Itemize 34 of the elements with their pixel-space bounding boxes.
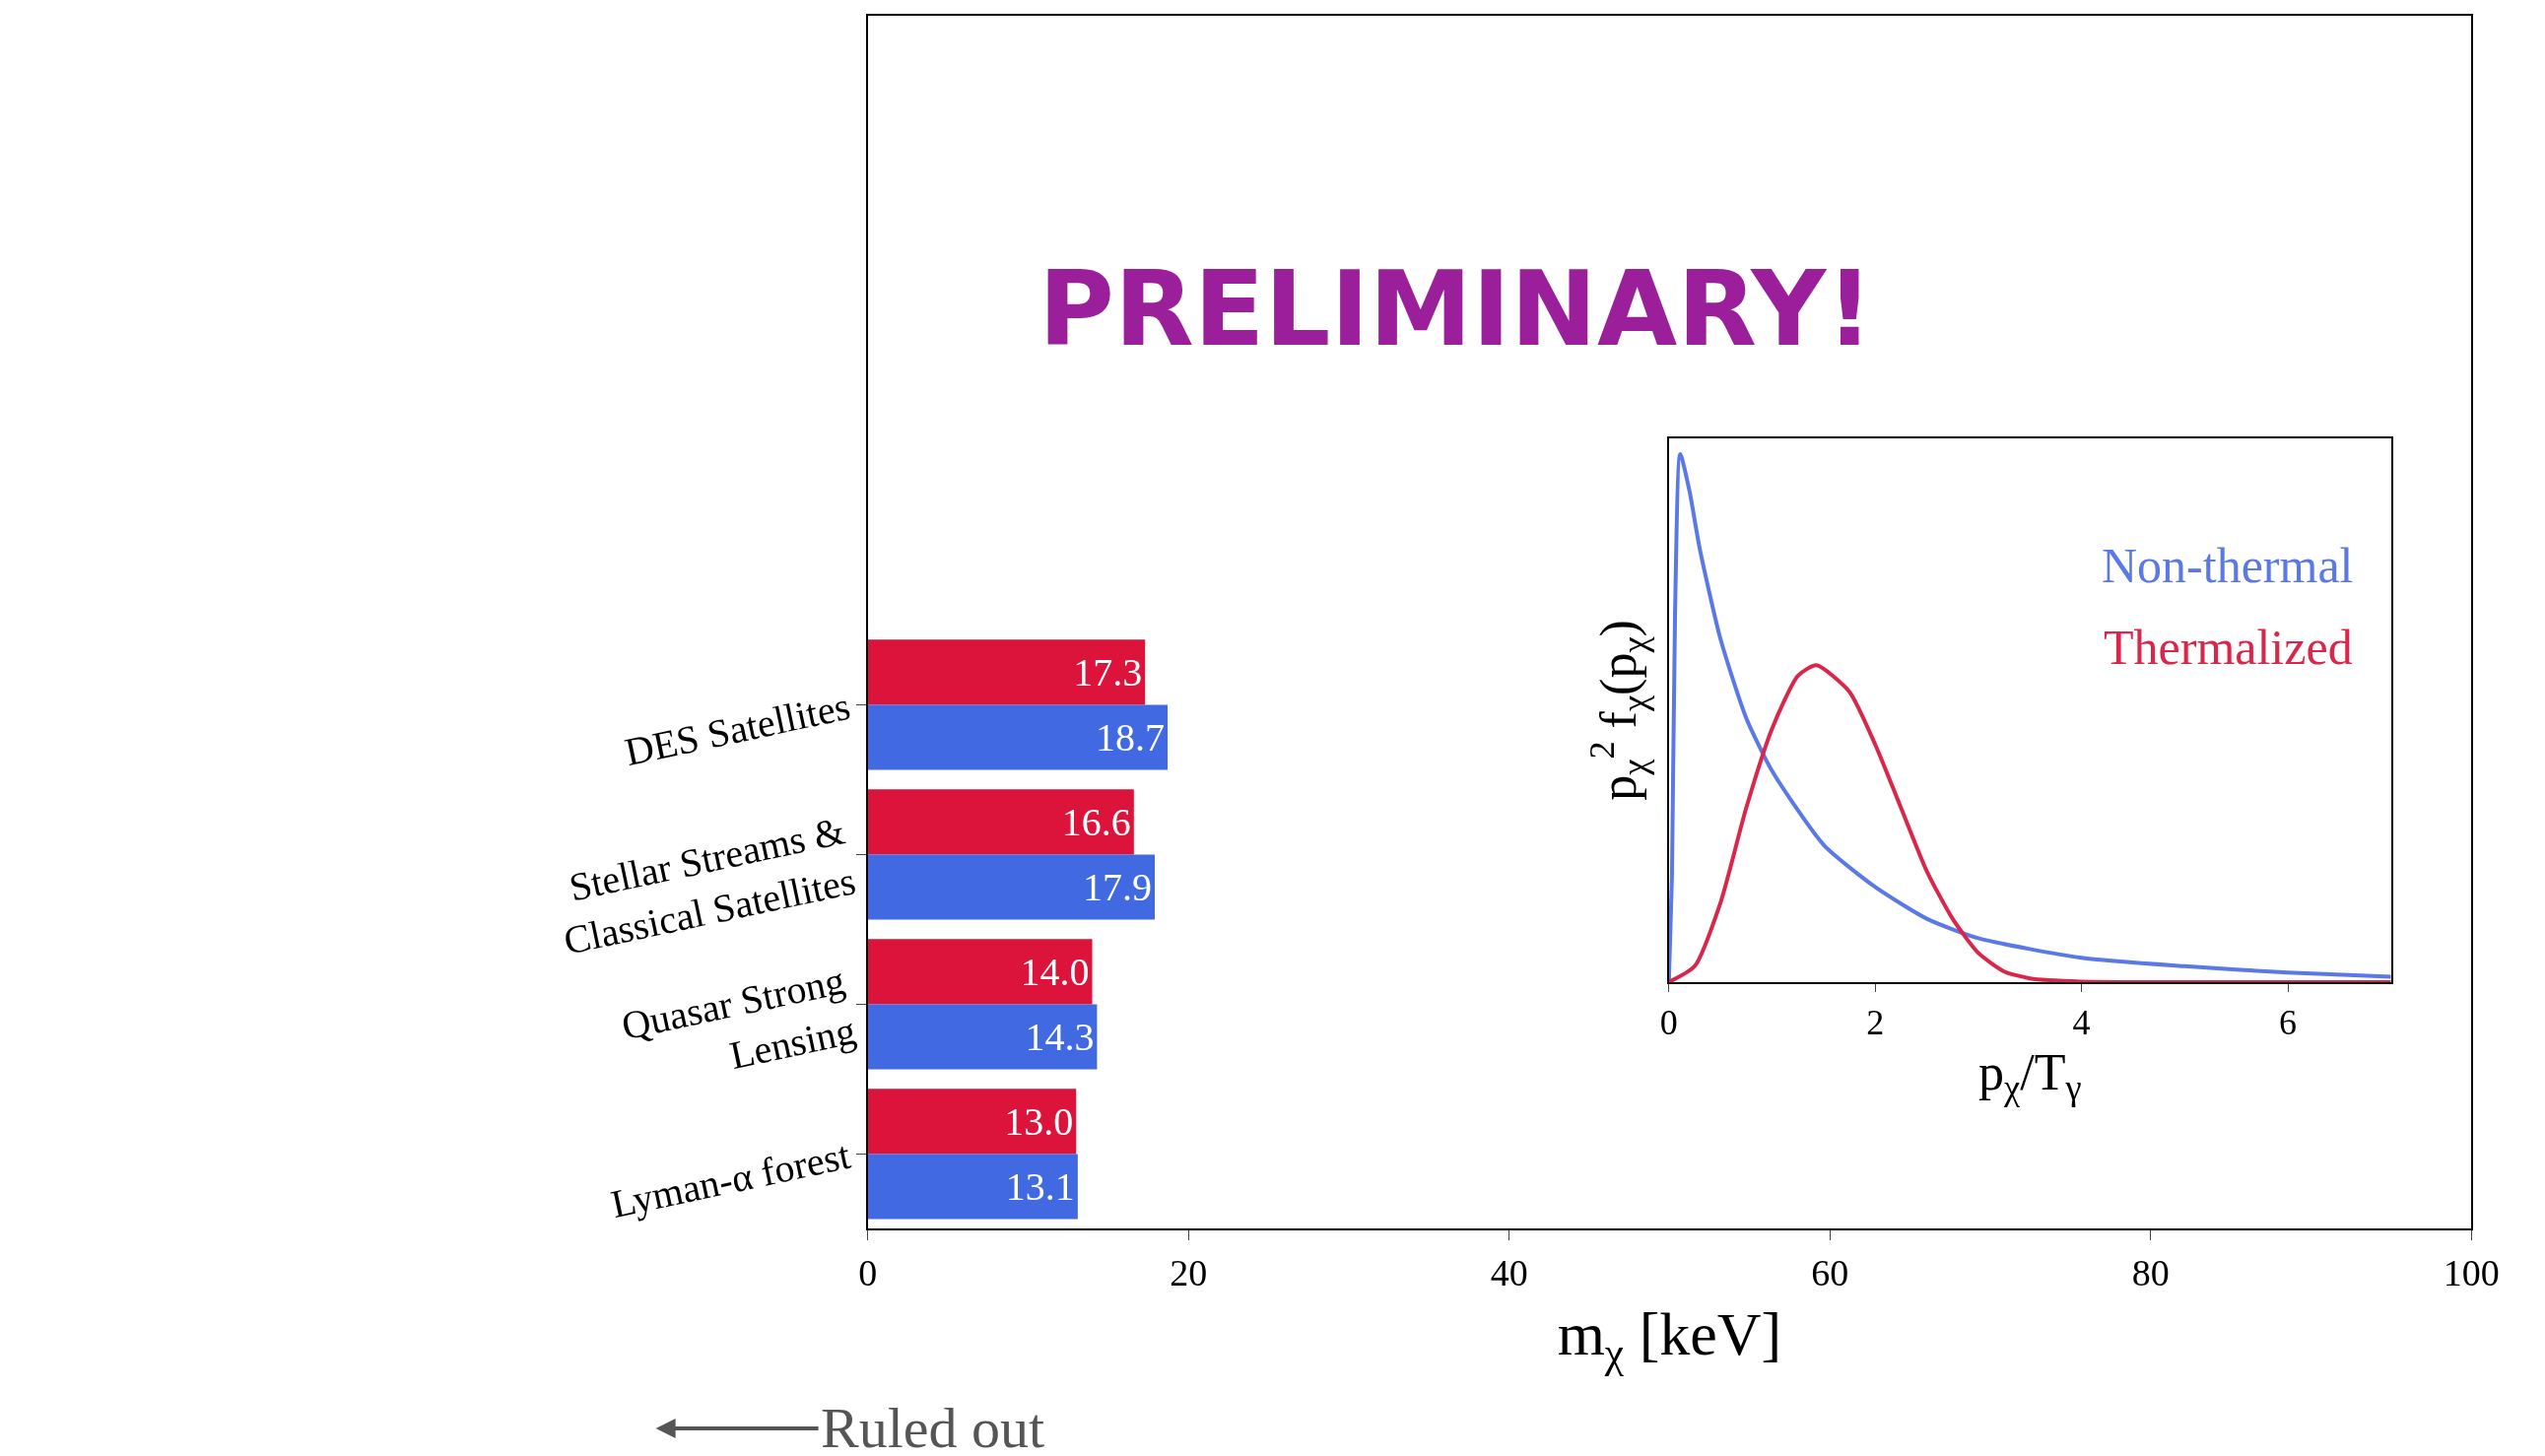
- text: Ruled out: [821, 1396, 1045, 1456]
- x-tick-label: 2: [1866, 1003, 1885, 1043]
- bar: [867, 854, 1155, 920]
- data-label: 16.6: [1061, 799, 1131, 844]
- x-axis-title: p$_{χ}$/T$_{γ}$: [1978, 1043, 2082, 1108]
- x-tick-label: 6: [2279, 1003, 2298, 1043]
- data-label: 14.3: [1025, 1015, 1095, 1059]
- x-tick-label: 40: [1490, 1252, 1528, 1294]
- bar: [867, 639, 1146, 705]
- text: PRELIMINARY!: [1038, 249, 1874, 369]
- x-tick-label: 80: [2131, 1252, 2170, 1294]
- x-tick-label: 0: [858, 1252, 878, 1294]
- y-tick-label: Lyman-α forest: [607, 1132, 854, 1227]
- bar: [867, 789, 1134, 855]
- bar: [867, 704, 1169, 770]
- bar: [867, 1089, 1077, 1155]
- text: Thermalized: [2104, 620, 2353, 675]
- data-label: 14.0: [1020, 949, 1090, 994]
- x-axis-title: m$_{χ}$ [keV]: [1557, 1300, 1782, 1377]
- x-tick-label: 4: [2072, 1003, 2091, 1043]
- x-tick-label: 60: [1811, 1252, 1849, 1294]
- data-label: 17.9: [1082, 865, 1152, 909]
- bar: [867, 1154, 1078, 1220]
- bar: [867, 939, 1093, 1005]
- x-tick-label: 20: [1170, 1252, 1208, 1294]
- text: Non-thermal: [2102, 538, 2354, 593]
- data-label: 17.3: [1073, 649, 1143, 695]
- y-tick-label: DES Satellites: [621, 683, 854, 775]
- data-label: 18.7: [1096, 715, 1166, 760]
- data-label: 13.0: [1004, 1098, 1074, 1144]
- x-tick-label: 100: [2443, 1252, 2500, 1294]
- bar: [867, 1004, 1098, 1070]
- data-label: 13.1: [1005, 1163, 1075, 1209]
- x-tick-label: 0: [1659, 1003, 1678, 1043]
